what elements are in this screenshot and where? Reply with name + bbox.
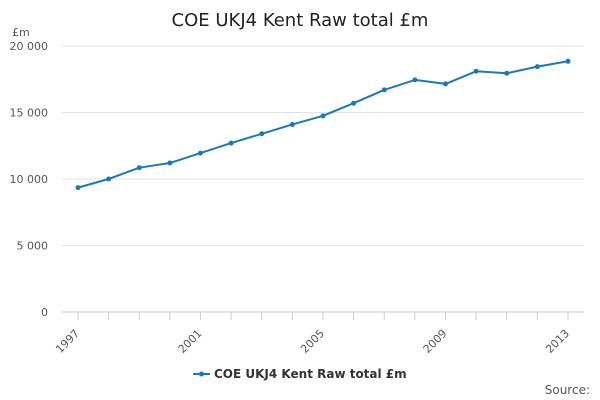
data-point[interactable] <box>565 58 571 64</box>
series-line <box>77 60 569 189</box>
data-point[interactable] <box>504 70 510 76</box>
x-tick-label: 2005 <box>298 327 327 356</box>
x-tick-label: 2013 <box>543 327 572 356</box>
x-axis <box>62 311 584 320</box>
chart-title: COE UKJ4 Kent Raw total £m <box>172 10 429 31</box>
data-point[interactable] <box>75 185 81 191</box>
x-tick-label: 1997 <box>53 327 82 356</box>
data-point[interactable] <box>412 77 418 83</box>
data-point[interactable] <box>351 100 357 106</box>
y-tick-label: 15 000 <box>10 107 49 120</box>
x-tick-label: 2009 <box>421 327 450 356</box>
y-tick-label: 5 000 <box>17 240 49 253</box>
legend-marker-swatch <box>199 371 204 377</box>
y-axis-unit-label: £m <box>12 26 30 39</box>
y-axis-tick-labels: 0 5 000 10 000 15 000 20 000 <box>10 40 49 319</box>
data-point[interactable] <box>473 68 479 74</box>
data-point[interactable] <box>534 64 540 70</box>
data-point[interactable] <box>381 87 387 93</box>
data-point[interactable] <box>228 140 234 146</box>
y-tick-label: 0 <box>41 306 48 319</box>
source-label: Source: <box>545 383 590 397</box>
data-point[interactable] <box>106 176 112 182</box>
data-point[interactable] <box>167 160 173 166</box>
legend-label: COE UKJ4 Kent Raw total £m <box>214 367 407 381</box>
data-point[interactable] <box>443 81 448 87</box>
data-point[interactable] <box>136 165 142 171</box>
data-point[interactable] <box>198 150 203 156</box>
x-axis-tick-labels: 1997 2001 2005 2009 2013 <box>53 327 572 356</box>
data-point[interactable] <box>320 113 326 119</box>
y-tick-label: 20 000 <box>10 40 49 53</box>
grid-lines <box>62 45 584 246</box>
legend[interactable]: COE UKJ4 Kent Raw total £m <box>193 367 407 381</box>
series-layer <box>75 58 571 191</box>
y-tick-label: 10 000 <box>10 173 49 186</box>
x-tick-label: 2001 <box>176 327 205 356</box>
data-point[interactable] <box>259 131 265 137</box>
data-point[interactable] <box>289 121 295 127</box>
